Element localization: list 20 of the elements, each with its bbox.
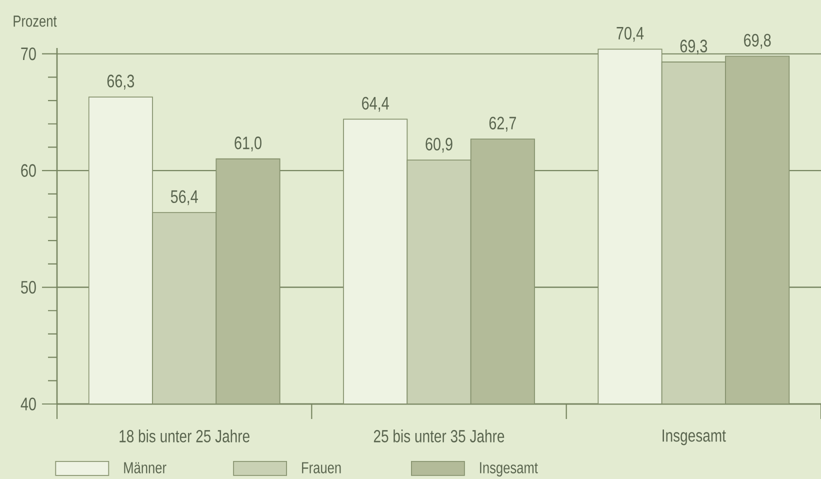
legend-label: Insgesamt	[480, 462, 538, 477]
y-tick-label: 70	[21, 47, 36, 60]
data-label: 66,3	[107, 74, 134, 90]
legend-label: Männer	[124, 462, 166, 474]
data-label: 69,3	[680, 40, 708, 55]
data-label: 69,8	[744, 34, 771, 49]
y-tick-label: 60	[21, 164, 36, 177]
data-label: 62,7	[489, 116, 516, 132]
y-tick-label: 40	[20, 398, 36, 410]
data-label: 64,4	[362, 96, 389, 112]
y-tick-label: 50	[21, 280, 36, 294]
data-label: 70,4	[616, 26, 644, 42]
data-label: 60,9	[426, 138, 452, 153]
x-tick-label: Insgesamt	[662, 430, 726, 446]
data-label: 61,0	[234, 136, 262, 152]
y-axis-title: Prozent	[14, 16, 57, 27]
x-tick-label: 25 bis unter 35 Jahre	[374, 430, 504, 442]
legend-label: Frauen	[302, 462, 341, 474]
x-tick-label: 18 bis unter 25 Jahre	[120, 430, 250, 442]
data-label: 56,4	[170, 190, 198, 206]
